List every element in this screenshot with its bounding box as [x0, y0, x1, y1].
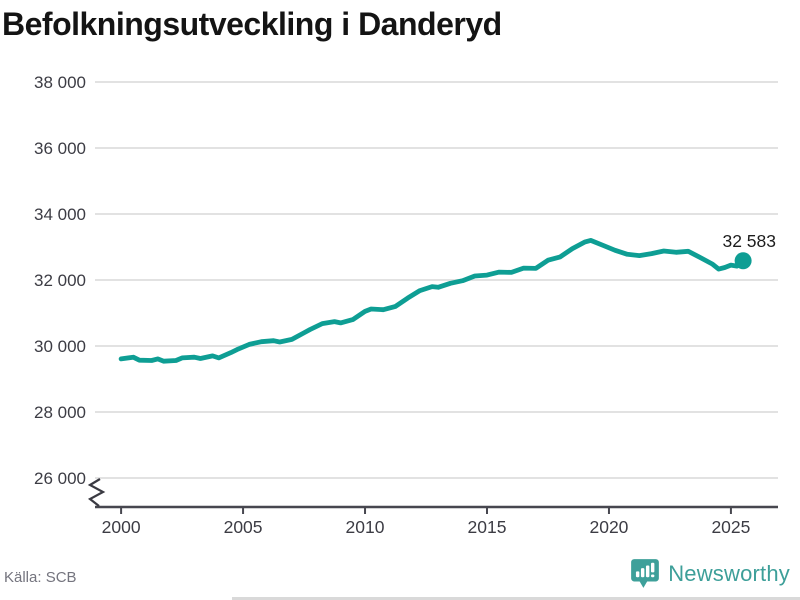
latest-value-dot [734, 252, 752, 270]
screen-edge-artifact [232, 597, 800, 600]
y-axis-tick-label: 36 000 [34, 139, 86, 158]
x-axis-tick-label: 2005 [224, 517, 263, 537]
newsworthy-bubble-chart-icon [631, 559, 660, 588]
x-axis-tick-label: 2000 [102, 517, 141, 537]
x-axis-tick-label: 2010 [346, 517, 385, 537]
chart-title: Befolkningsutveckling i Danderyd [2, 6, 502, 42]
x-axis-tick-label: 2015 [468, 517, 507, 537]
y-axis-tick-label: 38 000 [34, 73, 86, 92]
population-line-chart: 26 000 28 000 30 000 32 000 34 000 36 000 38 0… [34, 73, 778, 537]
source-label: Källa: SCB [4, 569, 77, 586]
chart-footer: Källa: SCB Newsworthy [0, 554, 800, 590]
x-axis-tick-label: 2025 [711, 517, 750, 537]
y-axis-tick-label: 34 000 [34, 205, 86, 224]
x-axis-tick-label: 2020 [589, 517, 628, 537]
y-axis-tick-label: 26 000 [34, 469, 86, 488]
y-axis-tick-label: 30 000 [34, 337, 86, 356]
y-axis-break-zigzag [87, 478, 106, 507]
newsworthy-wordmark: Newsworthy [668, 561, 790, 586]
newsworthy-logo: Newsworthy [630, 558, 790, 590]
population-line [118, 237, 746, 364]
latest-value-label: 32 583 [722, 231, 776, 251]
y-axis-tick-label: 28 000 [34, 403, 86, 422]
y-axis-tick-label: 32 000 [34, 271, 86, 290]
